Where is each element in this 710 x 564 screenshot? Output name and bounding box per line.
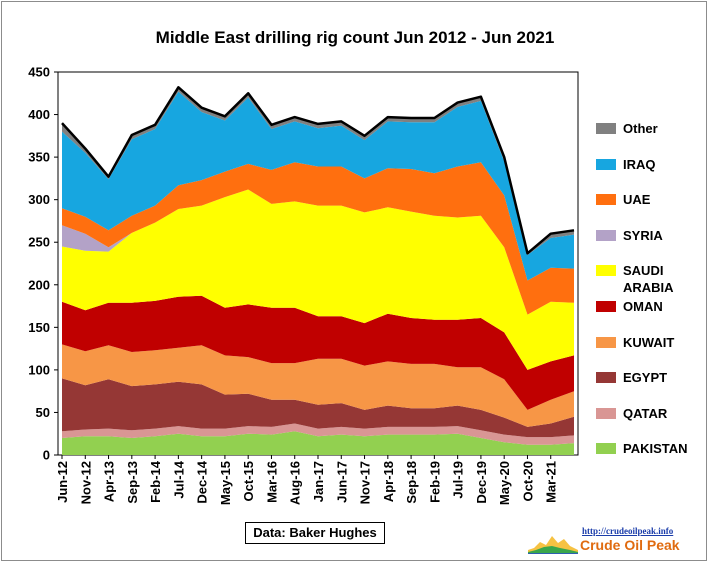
x-tick-label: Jul-14 <box>171 460 186 498</box>
x-tick-label: Jun-17 <box>334 461 349 503</box>
legend-swatch <box>596 407 616 419</box>
legend-swatch <box>596 229 616 241</box>
legend-label: SAUDI ARABIA <box>623 263 674 296</box>
oil-peak-logo-icon <box>528 536 578 554</box>
x-tick-label: Aug-16 <box>288 461 303 505</box>
x-tick-label: Apr-18 <box>381 461 396 502</box>
x-tick-label: Feb-19 <box>427 461 442 503</box>
legend-swatch <box>596 123 616 134</box>
x-tick-label: Mar-21 <box>544 461 559 503</box>
legend-label: SYRIA <box>623 227 663 243</box>
area-series-oman <box>62 295 574 410</box>
legend-label: PAKISTAN <box>623 441 688 457</box>
legend-label: IRAQ <box>623 156 656 172</box>
source-annotation: Data: Baker Hughes <box>245 522 385 544</box>
x-tick-label: Feb-14 <box>148 460 163 503</box>
x-tick-label: Sep-13 <box>125 461 140 504</box>
legend-swatch <box>596 194 616 206</box>
legend-swatch <box>596 372 616 384</box>
area-series-kuwait <box>62 344 574 427</box>
x-tick-label: Dec-14 <box>195 460 210 503</box>
y-tick-label: 400 <box>28 107 50 122</box>
area-series-iraq <box>62 91 574 281</box>
x-tick-label: Jan-17 <box>311 461 326 502</box>
area-series-qatar <box>62 423 574 445</box>
y-tick-label: 50 <box>36 405 50 420</box>
x-tick-label: Jun-12 <box>55 461 70 503</box>
x-axis: Jun-12 Nov-12 Apr-13 Sep-13 Feb-14 Jul-14 Dec-… <box>55 455 559 505</box>
legend-label: UAE <box>623 192 651 208</box>
legend-label: EGYPT <box>623 370 668 386</box>
legend-label: OMAN <box>623 299 663 314</box>
x-tick-label: Dec-19 <box>474 461 489 504</box>
x-tick-label: Sep-18 <box>404 461 419 504</box>
brand-name: Crude Oil Peak <box>580 537 680 553</box>
area-series-uae <box>62 162 574 315</box>
y-tick-label: 300 <box>28 192 50 207</box>
area-series-egypt <box>62 378 574 438</box>
legend-label: Other <box>623 121 658 136</box>
x-tick-label: Oct-20 <box>520 461 535 501</box>
legend-swatch <box>596 443 616 455</box>
area-series-saudi-arabia <box>62 189 574 370</box>
legend-swatch <box>596 265 616 277</box>
x-tick-label: Oct-15 <box>241 461 256 501</box>
x-tick-label: Apr-13 <box>102 461 117 502</box>
legend-swatch <box>596 158 616 170</box>
y-axis: 0 50 100 150 200 250 300 350 400 450 <box>28 65 58 463</box>
x-tick-label: Nov-17 <box>358 461 373 504</box>
legend-label: KUWAIT <box>623 334 675 350</box>
y-tick-label: 100 <box>28 362 50 377</box>
total-line <box>61 86 575 255</box>
y-tick-label: 150 <box>28 320 50 335</box>
x-tick-label: Mar-16 <box>264 461 279 503</box>
x-tick-label: May-15 <box>218 461 233 505</box>
y-tick-label: 250 <box>28 235 50 250</box>
legend-swatch <box>596 301 616 312</box>
chart-title: Middle East drilling rig count Jun 2012 … <box>155 28 555 47</box>
brand-url[interactable]: http://crudeoilpeak.info <box>582 526 674 536</box>
y-tick-label: 0 <box>43 448 50 463</box>
x-tick-label: May-20 <box>497 461 512 505</box>
brand-logo[interactable]: http://crudeoilpeak.info Crude Oil Peak <box>528 526 688 556</box>
y-tick-label: 350 <box>28 150 50 165</box>
legend-swatch <box>596 336 616 348</box>
x-tick-label: Jul-19 <box>451 461 466 499</box>
y-tick-label: 450 <box>28 65 50 80</box>
legend-label: QATAR <box>623 405 668 421</box>
total-line-group <box>61 86 575 255</box>
area-series-group <box>62 87 574 455</box>
area-series-pakistan <box>62 431 574 455</box>
y-tick-label: 200 <box>28 277 50 292</box>
x-tick-label: Nov-12 <box>78 461 93 504</box>
